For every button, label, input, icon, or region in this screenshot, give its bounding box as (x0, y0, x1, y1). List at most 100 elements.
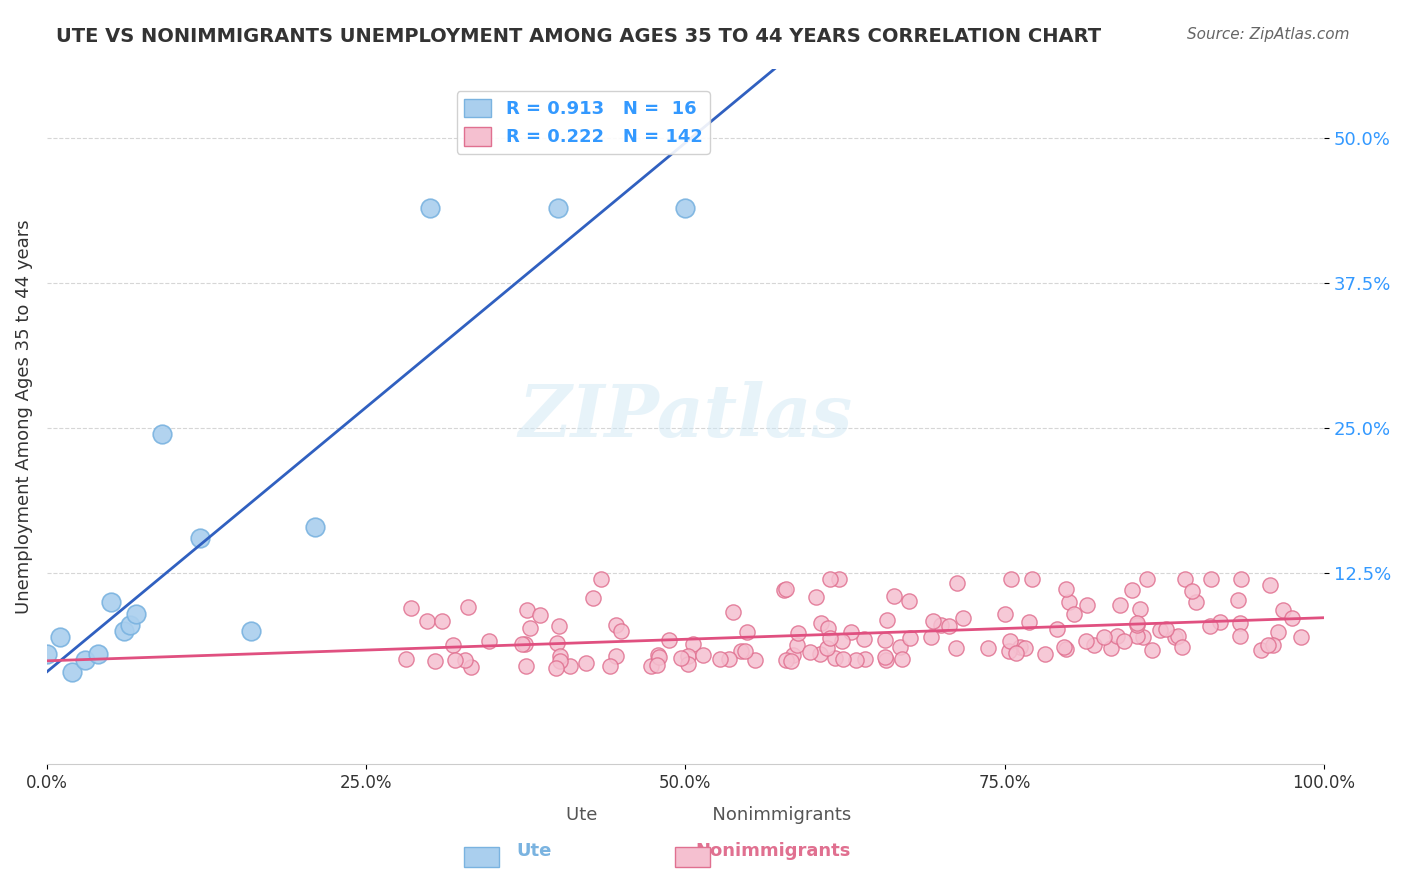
Point (515, 659, 537, 673)
Point (678, 648, 700, 663)
Point (952, 610, 974, 624)
Point (682, 637, 704, 651)
Point (35, 647, 58, 661)
Text: UTE VS NONIMMIGRANTS UNEMPLOYMENT AMONG AGES 35 TO 44 YEARS CORRELATION CHART: UTE VS NONIMMIGRANTS UNEMPLOYMENT AMONG … (56, 27, 1101, 45)
Point (87, 647, 110, 661)
Point (395, 652, 418, 666)
Point (1112, 633, 1135, 648)
Point (605, 648, 627, 663)
Point (828, 572, 851, 586)
Point (1125, 629, 1147, 643)
Point (773, 583, 796, 598)
Point (831, 633, 853, 648)
Point (1129, 601, 1152, 615)
Point (1167, 629, 1189, 643)
Point (810, 616, 832, 631)
Point (1229, 572, 1251, 586)
Point (1154, 622, 1177, 636)
Point (430, 615, 453, 629)
Point (1033, 647, 1056, 661)
Point (454, 653, 477, 667)
Text: Source: ZipAtlas.com: Source: ZipAtlas.com (1187, 27, 1350, 42)
Point (799, 645, 821, 659)
Point (1229, 628, 1251, 642)
Point (575, 657, 598, 671)
Point (125, 607, 148, 621)
Point (808, 647, 831, 661)
Point (853, 632, 876, 647)
Point (806, 590, 828, 604)
Point (994, 607, 1017, 621)
Point (717, 652, 740, 666)
Point (441, 638, 464, 652)
Point (721, 605, 744, 619)
Point (839, 624, 862, 639)
Point (150, 426, 173, 441)
Point (692, 648, 714, 662)
Point (875, 633, 897, 648)
Point (48, 630, 70, 644)
Point (118, 618, 141, 632)
Point (889, 640, 911, 654)
Point (845, 653, 868, 667)
Point (1046, 623, 1069, 637)
Point (775, 653, 797, 667)
Point (1173, 572, 1195, 586)
Point (550, 648, 572, 663)
Point (818, 572, 841, 586)
Point (891, 652, 914, 666)
Point (1109, 598, 1132, 612)
Point (786, 638, 808, 652)
Point (1021, 572, 1043, 586)
Point (1181, 584, 1204, 599)
Point (1099, 641, 1122, 656)
Point (730, 644, 752, 658)
Point (513, 637, 536, 651)
Point (897, 594, 920, 608)
Point (1257, 638, 1279, 652)
Point (1260, 577, 1282, 591)
Point (548, 618, 571, 632)
Point (1250, 642, 1272, 657)
Point (998, 643, 1021, 657)
Point (188, 531, 211, 545)
Point (1054, 641, 1077, 656)
Point (945, 575, 967, 590)
Point (425, 654, 447, 668)
Point (100, 595, 122, 609)
Point (1074, 634, 1097, 648)
Point (75, 653, 97, 667)
Point (929, 618, 952, 632)
Point (1092, 630, 1115, 644)
Point (1185, 595, 1208, 609)
Point (529, 608, 551, 623)
Point (112, 624, 135, 638)
Point (898, 631, 921, 645)
Point (998, 634, 1021, 648)
Point (1149, 623, 1171, 637)
Point (599, 659, 621, 673)
Point (1053, 640, 1076, 654)
Point (945, 640, 967, 655)
Point (1126, 617, 1149, 632)
Point (1199, 572, 1222, 586)
Point (1263, 638, 1285, 652)
Point (669, 650, 692, 665)
Point (938, 619, 960, 633)
Point (460, 660, 482, 674)
Point (1132, 630, 1154, 644)
Point (1000, 572, 1022, 586)
Point (457, 600, 479, 615)
Text: ZIPatlas: ZIPatlas (519, 381, 852, 452)
Point (1209, 615, 1232, 630)
Point (1229, 616, 1251, 631)
Point (1198, 619, 1220, 633)
Point (647, 648, 669, 663)
Point (516, 603, 538, 617)
Point (735, 624, 758, 639)
Text: Ute: Ute (516, 842, 553, 860)
Legend: R = 0.913   N =  16, R = 0.222   N = 142: R = 0.913 N = 16, R = 0.222 N = 142 (457, 92, 710, 153)
Point (977, 641, 1000, 656)
Point (399, 600, 422, 615)
Point (1057, 595, 1080, 609)
